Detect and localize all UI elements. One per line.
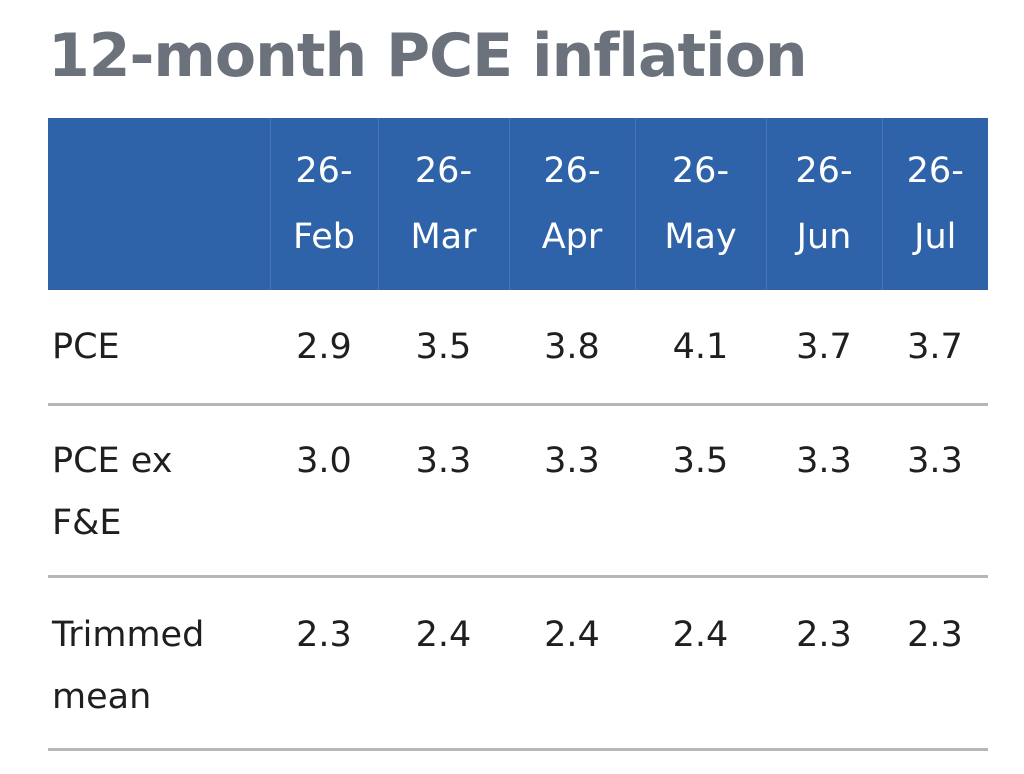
column-header-apr: 26- Apr xyxy=(508,118,635,290)
table-cell: 3.3 xyxy=(796,440,852,481)
column-header-month: Jun xyxy=(796,217,852,257)
table-cell: 2.3 xyxy=(296,614,352,655)
table-row-pce-ex-fe: PCE ex F&E 3.0 3.3 3.3 3.5 3.3 3.3 xyxy=(48,404,988,576)
row-label: Trimmed mean xyxy=(48,576,270,749)
page-title: 12-month PCE inflation xyxy=(48,21,808,91)
table-cell: 2.3 xyxy=(796,614,852,655)
column-header-mar: 26- Mar xyxy=(377,118,509,290)
table-cell: 3.3 xyxy=(544,440,600,481)
row-label: PCE xyxy=(48,290,270,404)
row-label-line: Trimmed xyxy=(52,614,205,655)
table-header-row: 26- Feb 26- Mar 26- Apr 26- May 26- Jun … xyxy=(48,118,988,290)
table-cell: 3.5 xyxy=(672,440,729,481)
column-header-jun: 26- Jun xyxy=(765,118,882,290)
table-row-trimmed-mean: Trimmed mean 2.3 2.4 2.4 2.4 2.3 2.3 xyxy=(48,576,988,749)
row-label-line: PCE xyxy=(52,327,120,367)
row-label: PCE ex F&E xyxy=(48,404,270,576)
table-cell: 2.4 xyxy=(672,614,729,655)
table-cell: 2.3 xyxy=(907,614,963,655)
table-cell: 3.8 xyxy=(544,327,600,367)
pce-inflation-table: 26- Feb 26- Mar 26- Apr 26- May 26- Jun … xyxy=(48,118,988,751)
header-corner-cell xyxy=(48,118,270,290)
column-header-jul: 26- Jul xyxy=(881,118,988,290)
column-header-may: 26- May xyxy=(634,118,766,290)
column-header-month: May xyxy=(664,217,737,257)
column-header-year: 26- xyxy=(671,151,730,191)
column-header-year: 26- xyxy=(906,151,964,191)
table-cell: 2.4 xyxy=(415,614,472,655)
column-header-month: Jul xyxy=(914,217,957,257)
column-header-year: 26- xyxy=(543,151,601,191)
table-cell: 2.4 xyxy=(544,614,600,655)
row-label-line: mean xyxy=(52,676,152,717)
column-header-year: 26- xyxy=(295,151,353,191)
column-header-month: Mar xyxy=(410,217,477,257)
table-cell: 3.5 xyxy=(415,327,472,367)
table-cell: 3.3 xyxy=(907,440,963,481)
column-header-year: 26- xyxy=(414,151,473,191)
column-header-month: Feb xyxy=(293,217,355,257)
table-cell: 2.9 xyxy=(296,327,352,367)
row-label-line: PCE ex xyxy=(52,440,173,481)
column-header-feb: 26- Feb xyxy=(269,118,378,290)
table-row-pce: PCE 2.9 3.5 3.8 4.1 3.7 3.7 xyxy=(48,290,988,404)
table-cell: 3.3 xyxy=(415,440,472,481)
row-label-line: F&E xyxy=(52,502,122,543)
table-cell: 3.7 xyxy=(907,327,963,367)
table-cell: 3.7 xyxy=(796,327,852,367)
column-header-month: Apr xyxy=(541,217,603,257)
table-cell: 3.0 xyxy=(296,440,352,481)
column-header-year: 26- xyxy=(795,151,853,191)
table-cell: 4.1 xyxy=(672,327,729,367)
